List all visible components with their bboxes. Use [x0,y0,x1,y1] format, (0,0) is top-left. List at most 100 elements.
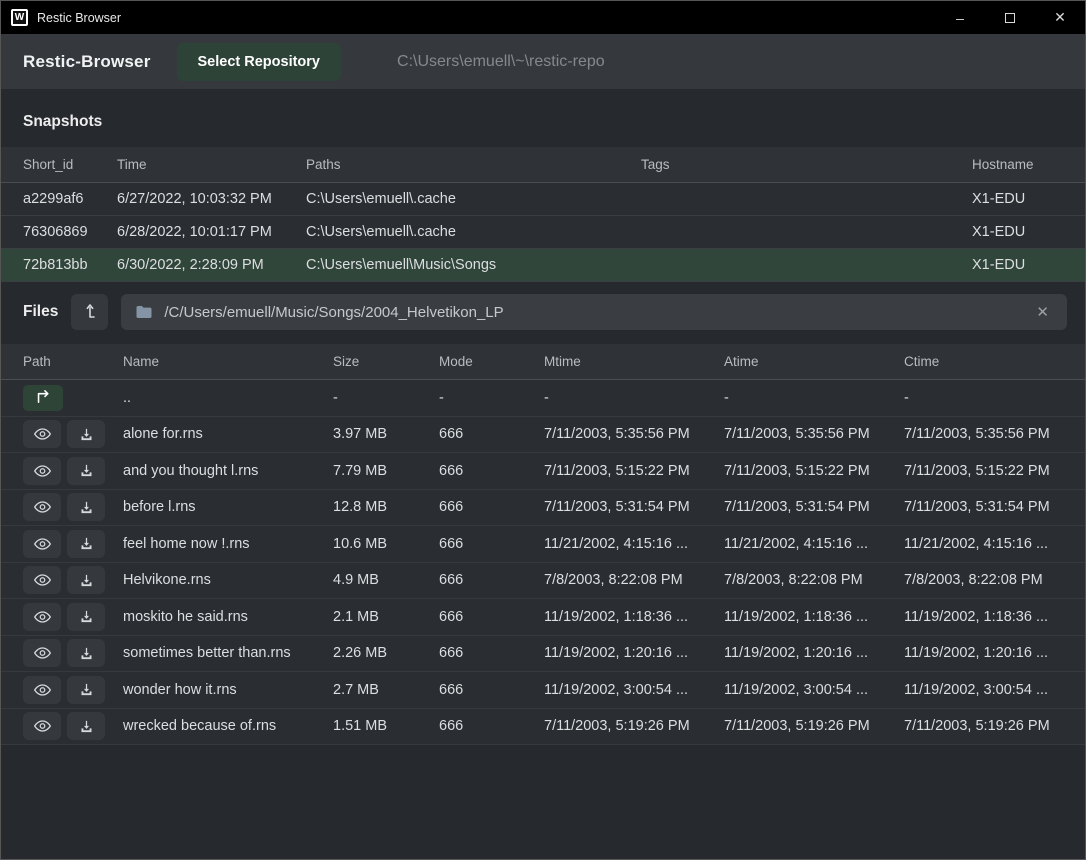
snapshot-short-id: a2299af6 [23,191,84,207]
snapshot-short-id: 72b813bb [23,257,88,273]
app-icon: W [11,9,28,26]
files-path-value: /C/Users/emuell/Music/Songs/2004_Helveti… [164,303,504,321]
file-ctime: 7/11/2003, 5:19:26 PM [904,718,1050,735]
file-size: 12.8 MB [333,499,387,516]
file-name: wrecked because of.rns [123,718,277,735]
snapshot-row[interactable]: 76306869 6/28/2022, 10:01:17 PM C:\Users… [1,216,1085,249]
file-size: 2.7 MB [333,681,379,698]
file-ctime: 7/11/2003, 5:31:54 PM [904,499,1050,516]
col-paths: Paths [306,157,341,172]
snapshot-row-selected[interactable]: 72b813bb 6/30/2022, 2:28:09 PM C:\Users\… [1,249,1085,282]
clear-path-button[interactable]: ✕ [1032,301,1053,323]
preview-button[interactable] [23,493,61,522]
snapshot-paths: C:\Users\emuell\.cache [306,191,456,207]
file-row[interactable]: Helvikone.rns 4.9 MB 666 7/8/2003, 8:22:… [1,562,1085,599]
eye-icon [33,500,51,514]
download-button[interactable] [67,639,105,668]
close-button[interactable]: ✕ [1035,1,1085,34]
go-parent-dir-button[interactable] [23,384,63,411]
files-path-input[interactable]: /C/Users/emuell/Music/Songs/2004_Helveti… [121,294,1067,330]
file-row[interactable]: and you thought l.rns 7.79 MB 666 7/11/2… [1,453,1085,490]
snapshot-row[interactable]: a2299af6 6/27/2022, 10:03:32 PM C:\Users… [1,183,1085,216]
eye-icon [33,610,51,624]
snapshots-table: a2299af6 6/27/2022, 10:03:32 PM C:\Users… [1,183,1085,282]
col-ctime: Ctime [904,354,940,369]
maximize-button[interactable] [985,1,1035,34]
download-button[interactable] [67,602,105,631]
download-button[interactable] [67,456,105,485]
file-row[interactable]: sometimes better than.rns 2.26 MB 666 11… [1,635,1085,672]
files-heading: Files [23,303,59,320]
download-icon [79,682,94,697]
preview-button[interactable] [23,712,61,741]
file-row[interactable]: moskito he said.rns 2.1 MB 666 11/19/200… [1,599,1085,636]
files-table: .. - - - - - alone for.rns 3.97 MB 666 7… [1,380,1085,745]
file-ctime: 7/11/2003, 5:35:56 PM [904,426,1050,443]
file-name: feel home now !.rns [123,535,250,552]
col-short-id: Short_id [23,157,74,172]
download-button[interactable] [67,420,105,449]
file-mtime: 7/11/2003, 5:35:56 PM [544,426,690,443]
file-mode: 666 [439,718,464,735]
eye-icon [33,683,51,697]
eye-icon [33,646,51,660]
file-atime: 7/11/2003, 5:15:22 PM [724,462,870,479]
col-hostname: Hostname [972,157,1034,172]
root-dir-button[interactable] [71,294,109,330]
file-row[interactable]: feel home now !.rns 10.6 MB 666 11/21/20… [1,526,1085,563]
preview-button[interactable] [23,675,61,704]
file-ctime: 11/19/2002, 1:20:16 ... [904,645,1049,662]
file-size: 2.1 MB [333,608,379,625]
file-row[interactable]: wonder how it.rns 2.7 MB 666 11/19/2002,… [1,672,1085,709]
file-atime: 7/11/2003, 5:31:54 PM [724,499,870,516]
file-row[interactable]: alone for.rns 3.97 MB 666 7/11/2003, 5:3… [1,416,1085,453]
file-size: 7.79 MB [333,462,387,479]
preview-button[interactable] [23,602,61,631]
snapshot-paths: C:\Users\emuell\.cache [306,224,456,240]
close-icon: ✕ [1036,304,1049,321]
snapshot-time: 6/30/2022, 2:28:09 PM [117,257,264,273]
download-icon [79,463,94,478]
file-mode: - [439,389,444,406]
file-mtime: 7/11/2003, 5:31:54 PM [544,499,690,516]
minimize-button[interactable]: – [935,1,985,34]
snapshot-hostname: X1-EDU [972,257,1026,273]
download-button[interactable] [67,566,105,595]
col-mtime: Mtime [544,354,581,369]
download-icon [79,573,94,588]
file-ctime: 11/19/2002, 1:18:36 ... [904,608,1049,625]
preview-button[interactable] [23,420,61,449]
file-row[interactable]: before l.rns 12.8 MB 666 7/11/2003, 5:31… [1,489,1085,526]
preview-button[interactable] [23,566,61,595]
file-mtime: 11/19/2002, 3:00:54 ... [544,681,689,698]
file-row[interactable]: wrecked because of.rns 1.51 MB 666 7/11/… [1,708,1085,745]
parent-dir-row[interactable]: .. - - - - - [1,380,1085,417]
file-mode: 666 [439,645,464,662]
file-name: and you thought l.rns [123,462,259,479]
preview-button[interactable] [23,456,61,485]
app-name: Restic-Browser [23,51,151,71]
file-mode: 666 [439,462,464,479]
download-button[interactable] [67,712,105,741]
file-name: alone for.rns [123,426,203,443]
maximize-icon [1005,12,1015,23]
select-repository-button[interactable]: Select Repository [176,42,342,81]
close-icon: ✕ [1054,9,1066,25]
snapshot-time: 6/27/2022, 10:03:32 PM [117,191,272,207]
file-atime: 11/19/2002, 1:18:36 ... [724,608,869,625]
file-name: sometimes better than.rns [123,645,291,662]
file-atime: 7/11/2003, 5:19:26 PM [724,718,870,735]
file-size: 2.26 MB [333,645,387,662]
file-mtime: 7/11/2003, 5:15:22 PM [544,462,690,479]
file-size: 3.97 MB [333,426,387,443]
files-bar: Files /C/Users/emuell/Music/Songs/2004_H… [1,282,1085,334]
download-button[interactable] [67,529,105,558]
download-button[interactable] [67,493,105,522]
preview-button[interactable] [23,529,61,558]
snapshot-hostname: X1-EDU [972,224,1026,240]
snapshot-time: 6/28/2022, 10:01:17 PM [117,224,272,240]
file-size: 4.9 MB [333,572,379,589]
file-name: Helvikone.rns [123,572,211,589]
preview-button[interactable] [23,639,61,668]
download-button[interactable] [67,675,105,704]
